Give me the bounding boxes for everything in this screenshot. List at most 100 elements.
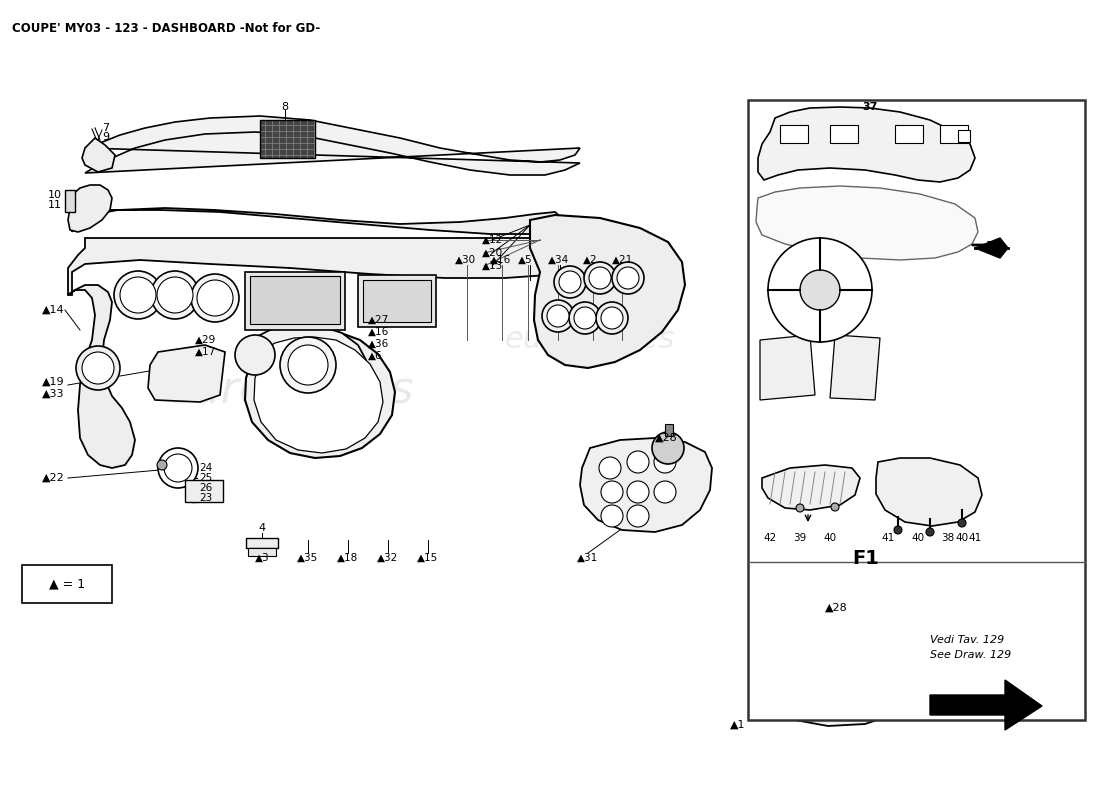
Circle shape [559,271,581,293]
Text: 11: 11 [48,200,62,210]
Text: ▲32: ▲32 [377,553,398,563]
Polygon shape [68,185,112,232]
Text: ▲34: ▲34 [548,255,570,265]
Polygon shape [250,325,366,405]
Circle shape [859,667,881,689]
Text: 37: 37 [862,102,878,112]
Circle shape [767,637,789,659]
Circle shape [601,505,623,527]
Circle shape [627,481,649,503]
Bar [830,125,858,143]
Text: ▲35: ▲35 [297,553,319,563]
Polygon shape [752,618,918,726]
Bar [748,100,1085,720]
Circle shape [120,277,156,313]
Polygon shape [68,285,135,468]
Bar [958,130,970,142]
Circle shape [82,352,114,384]
Circle shape [114,271,162,319]
Circle shape [157,277,192,313]
Circle shape [627,451,649,473]
Text: 40: 40 [824,533,837,543]
Bar [250,276,340,324]
Text: ▲3: ▲3 [255,553,270,563]
Bar [895,125,923,143]
Circle shape [798,634,820,656]
Polygon shape [975,238,1008,258]
Circle shape [601,307,623,329]
Bar [245,272,345,330]
Circle shape [596,302,628,334]
Circle shape [798,667,820,689]
Circle shape [600,457,621,479]
Polygon shape [580,438,712,532]
Polygon shape [72,208,562,234]
Circle shape [796,504,804,512]
Circle shape [798,695,820,717]
Circle shape [542,300,574,332]
Circle shape [235,335,275,375]
Text: F1: F1 [852,549,879,567]
Text: 7: 7 [102,123,109,133]
Circle shape [652,432,684,464]
Text: eurospares: eurospares [760,428,900,452]
Circle shape [627,505,649,527]
Polygon shape [254,337,383,453]
Bar [358,275,436,327]
Text: ▲12: ▲12 [482,235,504,245]
Text: 10: 10 [48,190,62,200]
Circle shape [829,667,851,689]
Circle shape [894,526,902,534]
Text: ▲5: ▲5 [518,255,532,265]
Text: 25: 25 [199,473,212,483]
Text: ▲30: ▲30 [455,255,476,265]
Bar [185,480,223,502]
Polygon shape [756,186,978,260]
Circle shape [574,307,596,329]
Bar [248,548,276,556]
Circle shape [164,454,192,482]
Polygon shape [930,680,1042,730]
Bar [246,538,278,548]
Polygon shape [85,116,580,175]
Text: ▲29: ▲29 [195,335,217,345]
Circle shape [554,266,586,298]
Circle shape [584,262,616,294]
Circle shape [157,460,167,470]
Circle shape [547,305,569,327]
Text: 41: 41 [968,533,981,543]
Text: ▲28: ▲28 [654,433,678,443]
Text: ▲21: ▲21 [612,255,634,265]
Text: ▲27: ▲27 [368,315,389,325]
Text: 9: 9 [102,132,109,142]
Bar [828,604,840,620]
Circle shape [617,267,639,289]
Text: ▲18: ▲18 [338,553,359,563]
Bar [363,280,431,322]
Text: ▲13: ▲13 [482,261,504,271]
Text: ▲36: ▲36 [368,339,389,349]
Circle shape [829,634,851,656]
Polygon shape [830,335,880,400]
Bar [780,125,808,143]
Text: 41: 41 [881,533,894,543]
Circle shape [569,302,601,334]
Text: eurospares: eurospares [166,369,415,411]
Polygon shape [245,330,395,458]
Circle shape [958,519,966,527]
Text: 23: 23 [199,493,212,503]
Text: ▲2: ▲2 [583,255,597,265]
Circle shape [654,481,676,503]
Polygon shape [530,215,685,368]
Circle shape [859,637,881,659]
Bar [260,120,315,158]
Bar [65,190,75,212]
Text: 40: 40 [912,533,925,543]
Polygon shape [758,107,975,182]
Text: ▲16: ▲16 [368,327,389,337]
Polygon shape [82,138,116,172]
Bar [666,424,673,436]
Circle shape [588,267,610,289]
Text: See Draw. 129: See Draw. 129 [930,650,1011,660]
Circle shape [768,238,872,342]
